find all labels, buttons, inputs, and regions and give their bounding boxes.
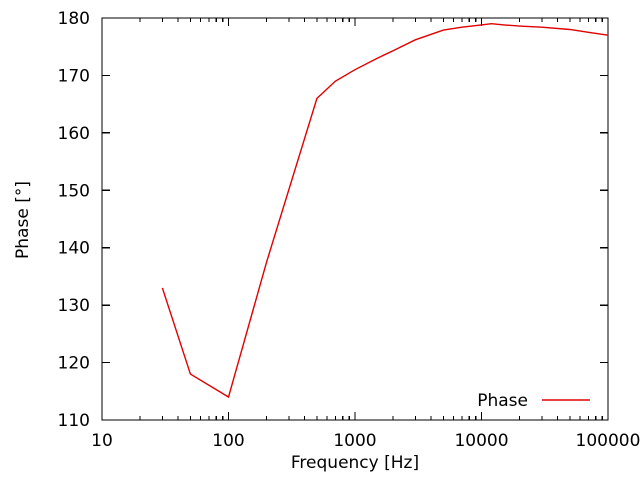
x-axis-ticks: 10 100 1000 10000 100000: [91, 18, 640, 451]
legend: Phase: [477, 391, 590, 411]
y-tick-label: 170: [58, 66, 90, 86]
y-tick-label: 120: [58, 354, 90, 374]
x-tick-label: 100000: [576, 431, 640, 451]
y-tick-label: 130: [58, 296, 90, 316]
x-axis-minor-ticks: [139, 18, 603, 420]
y-tick-label: 140: [58, 239, 90, 259]
y-tick-label: 180: [58, 9, 90, 29]
x-tick-label: 10000: [454, 431, 508, 451]
y-axis-title: Phase [°]: [13, 181, 33, 259]
x-tick-label: 100: [212, 431, 244, 451]
y-tick-label: 150: [58, 181, 90, 201]
y-tick-label: 160: [58, 124, 90, 144]
data-series-line: [161, 23, 609, 399]
x-tick-label: 1000: [333, 431, 376, 451]
x-tick-label: 10: [91, 431, 113, 451]
x-axis-title: Frequency [Hz]: [291, 453, 419, 473]
legend-label-phase: Phase: [477, 391, 528, 411]
y-axis-ticks: 110 120 130 140 150 160 170 180: [58, 9, 608, 431]
y-tick-label: 110: [58, 411, 90, 431]
data-series-group: [161, 23, 609, 399]
plot-border: [101, 17, 609, 421]
